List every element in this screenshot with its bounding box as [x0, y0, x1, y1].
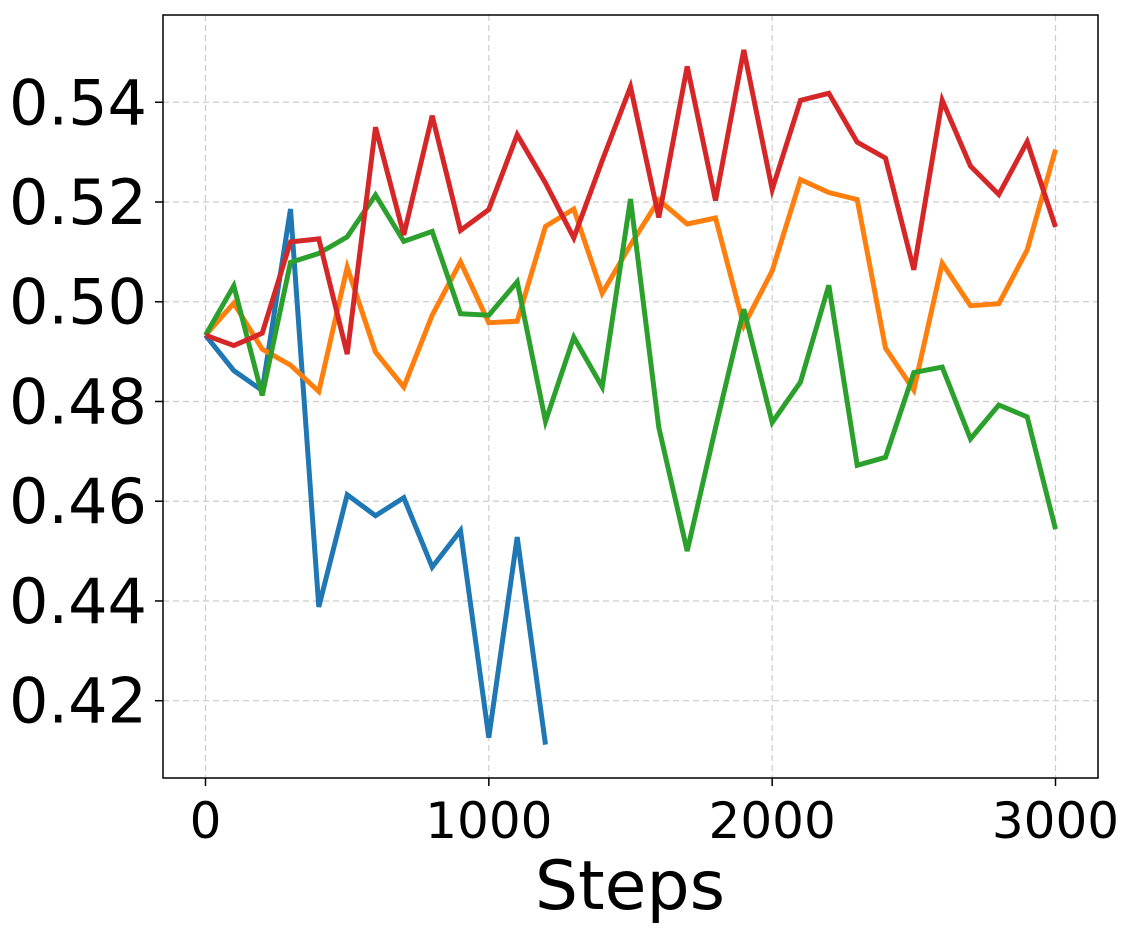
plot-frame	[162, 14, 1099, 779]
y-tick-label: 0.44	[9, 565, 147, 638]
y-tick-label: 0.48	[9, 365, 147, 438]
series-line-1	[203, 148, 1058, 397]
y-tick-label: 0.52	[9, 166, 147, 239]
series-line-3	[204, 49, 1058, 355]
x-axis-label: Steps	[535, 847, 725, 926]
y-tick-label: 0.50	[9, 266, 147, 339]
series-line-2	[203, 190, 1058, 552]
series-lines	[203, 49, 1058, 745]
axis-ticks: 0 1000 2000 3000 0.42 0.44 0.46 0.48 0.50 0.52 0.5…	[9, 66, 1119, 850]
y-tick-label: 0.46	[9, 465, 147, 538]
x-tick-label: 3000	[992, 792, 1119, 850]
x-tick-label: 2000	[709, 792, 836, 850]
y-tick-label: 0.42	[9, 665, 147, 738]
x-tick-label: 1000	[425, 792, 552, 850]
y-tick-label: 0.54	[9, 66, 147, 139]
x-tick-label: 0	[190, 792, 222, 850]
